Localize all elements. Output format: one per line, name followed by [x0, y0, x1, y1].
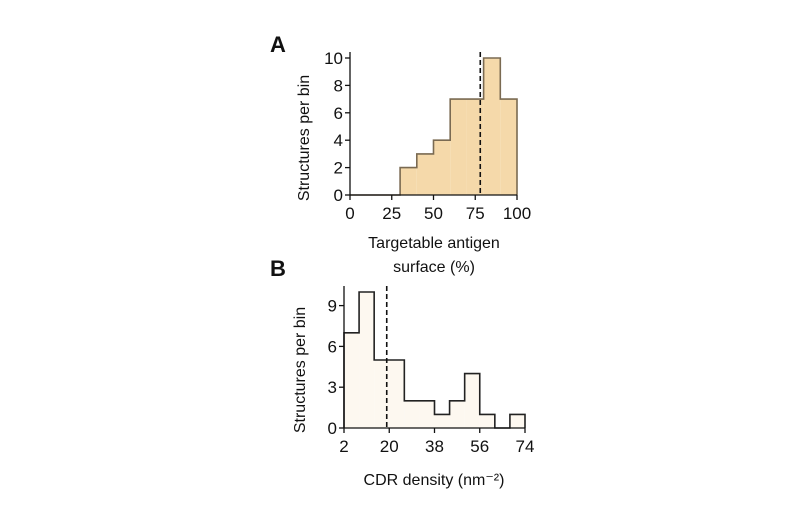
panel-a-bar-6	[450, 99, 467, 195]
panel-b-xtick-label-3: 56	[470, 437, 489, 456]
x-axis-label-a-line1: Targetable antigen	[368, 235, 500, 252]
y-axis-label-b: Structures per bin	[292, 307, 309, 433]
panel-a-xtick-label-1: 25	[382, 204, 401, 223]
panel-b-bar-11	[509, 414, 525, 428]
panel-a-xtick-label-2: 50	[424, 204, 443, 223]
x-axis-label-a-line2: surface (%)	[393, 259, 475, 276]
panel-a-ytick-label-3: 6	[334, 104, 343, 123]
panel-a-bar-3	[400, 167, 417, 195]
panel-a-ytick-label-2: 4	[334, 131, 343, 150]
panel-b-ytick-label-3: 9	[328, 297, 337, 316]
panel-a-xtick-label-3: 75	[466, 204, 485, 223]
panel-b-bar-7	[449, 400, 465, 428]
panel-a-bar-5	[433, 140, 451, 195]
panel-b-bar-6	[434, 414, 450, 428]
panel-a-ytick-label-5: 10	[324, 49, 343, 68]
panel-label-b: B	[270, 256, 286, 281]
panel-b-xtick-label-4: 74	[516, 437, 535, 456]
panel-b-ytick-label-1: 3	[328, 378, 337, 397]
panel-b-bar-4	[404, 400, 420, 428]
panel-b-bar-2	[374, 360, 390, 428]
panel-a-xtick-label-0: 0	[345, 204, 354, 223]
panel-a-ytick-label-0: 0	[334, 186, 343, 205]
panel-label-a: A	[270, 32, 286, 57]
panel-b-xtick-label-2: 38	[425, 437, 444, 456]
panel-b-ytick-label-0: 0	[328, 419, 337, 438]
y-axis-label-a: Structures per bin	[296, 75, 313, 201]
panel-a-ytick-label-4: 8	[334, 76, 343, 95]
x-axis-label-b: CDR density (nm⁻²)	[364, 472, 505, 489]
panel-b-ytick-label-2: 6	[328, 337, 337, 356]
histogram-panel-a: A Structures per bin Targetable antigen …	[270, 32, 531, 276]
panel-b-xtick-label-0: 2	[339, 437, 348, 456]
histogram-panel-b: B Structures per bin CDR density (nm⁻²) …	[270, 256, 534, 489]
panel-b-xtick-label-1: 20	[380, 437, 399, 456]
panel-b-bar-8	[464, 373, 480, 428]
panel-a-bar-4	[416, 153, 434, 195]
panel-b-bar-9	[479, 414, 495, 428]
panel-a-ytick-label-1: 2	[334, 159, 343, 178]
panel-a-bar-7	[466, 99, 484, 195]
panel-b-bar-3	[389, 360, 405, 428]
panel-a-bar-8	[483, 58, 501, 195]
panel-b-bar-0	[344, 332, 360, 428]
panel-b-bar-1	[359, 292, 375, 428]
panel-b-bar-5	[419, 400, 435, 428]
panel-a-bar-9	[500, 99, 517, 195]
panel-a-xtick-label-4: 100	[503, 204, 531, 223]
